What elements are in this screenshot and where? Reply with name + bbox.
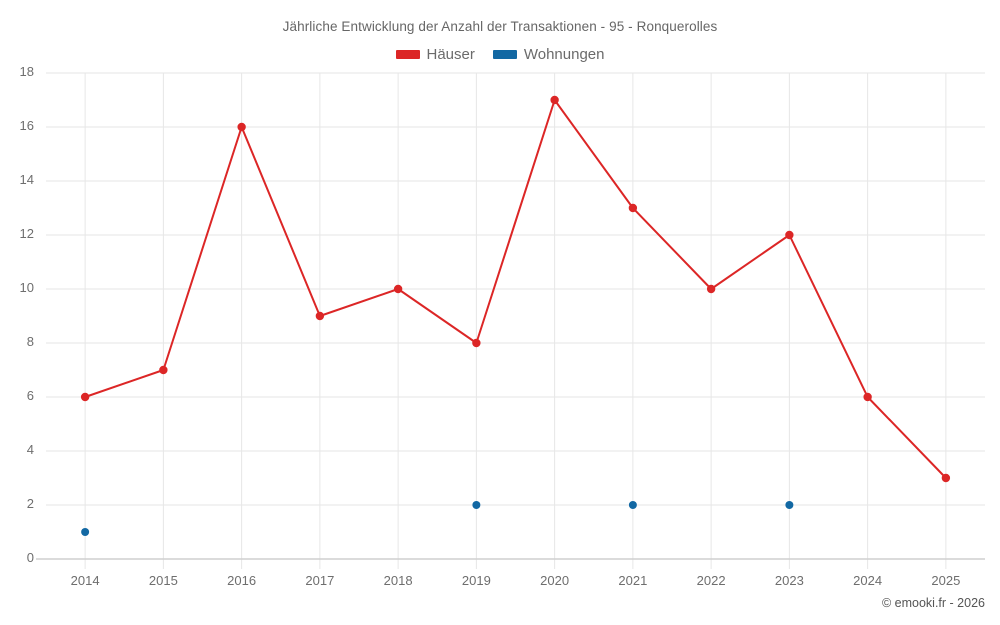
x-axis-tick-label: 2017 (305, 573, 335, 588)
legend-label-hauser: Häuser (426, 46, 475, 63)
legend-label-wohnungen: Wohnungen (523, 46, 605, 63)
data-point[interactable] (472, 501, 481, 509)
data-point[interactable] (628, 501, 637, 509)
chart-title: Jährliche Entwicklung der Anzahl der Tra… (282, 19, 718, 34)
y-axis-tick-label: 18 (19, 64, 34, 79)
data-point[interactable] (472, 338, 481, 348)
chart-legend: Häuser Wohnungen (0, 46, 1000, 63)
x-axis-tick-label: 2019 (461, 573, 491, 588)
legend-swatch-wohnungen (492, 50, 517, 59)
data-point[interactable] (785, 230, 794, 240)
data-point[interactable] (628, 203, 638, 213)
data-point[interactable] (393, 284, 403, 294)
y-axis-tick-label: 10 (19, 280, 34, 295)
y-axis-tick-label: 4 (26, 442, 34, 457)
grid-lines (46, 72, 985, 569)
y-axis-tick-label: 0 (26, 550, 34, 565)
legend-item-hauser[interactable]: Häuser (395, 46, 475, 63)
x-axis-tick-label: 2022 (696, 573, 726, 588)
y-axis-tick-label: 8 (26, 334, 34, 349)
series-line-häuser (84, 99, 947, 479)
data-point[interactable] (315, 311, 325, 321)
data-point[interactable] (80, 392, 90, 402)
y-axis-tick-label: 16 (19, 118, 34, 133)
x-axis-tick-label: 2025 (931, 573, 961, 588)
x-axis-tick-label: 2023 (774, 573, 804, 588)
data-point[interactable] (706, 284, 716, 294)
y-axis-tick-label: 6 (26, 388, 34, 403)
x-axis-tick-label: 2021 (618, 573, 648, 588)
y-axis-tick-label: 2 (26, 496, 34, 511)
data-point[interactable] (941, 473, 951, 483)
x-axis-tick-label: 2024 (853, 573, 883, 588)
legend-item-wohnungen[interactable]: Wohnungen (492, 46, 605, 63)
footer-credit: © emooki.fr - 2026 (881, 596, 985, 610)
y-axis-tick-label: 14 (19, 172, 34, 187)
legend-swatch-hauser (395, 50, 420, 59)
y-axis-tick-label: 12 (19, 226, 34, 241)
data-point[interactable] (81, 528, 90, 536)
data-point[interactable] (237, 122, 246, 132)
x-axis-tick-label: 2015 (148, 573, 178, 588)
data-point[interactable] (159, 365, 168, 375)
x-axis-tick-label: 2016 (227, 573, 257, 588)
data-point[interactable] (550, 95, 559, 105)
x-axis-tick-label: 2018 (383, 573, 413, 588)
x-axis-tick-label: 2020 (540, 573, 570, 588)
x-axis-tick-label: 2014 (70, 573, 100, 588)
data-series (80, 95, 951, 536)
data-point[interactable] (863, 392, 872, 402)
data-point[interactable] (785, 501, 794, 509)
